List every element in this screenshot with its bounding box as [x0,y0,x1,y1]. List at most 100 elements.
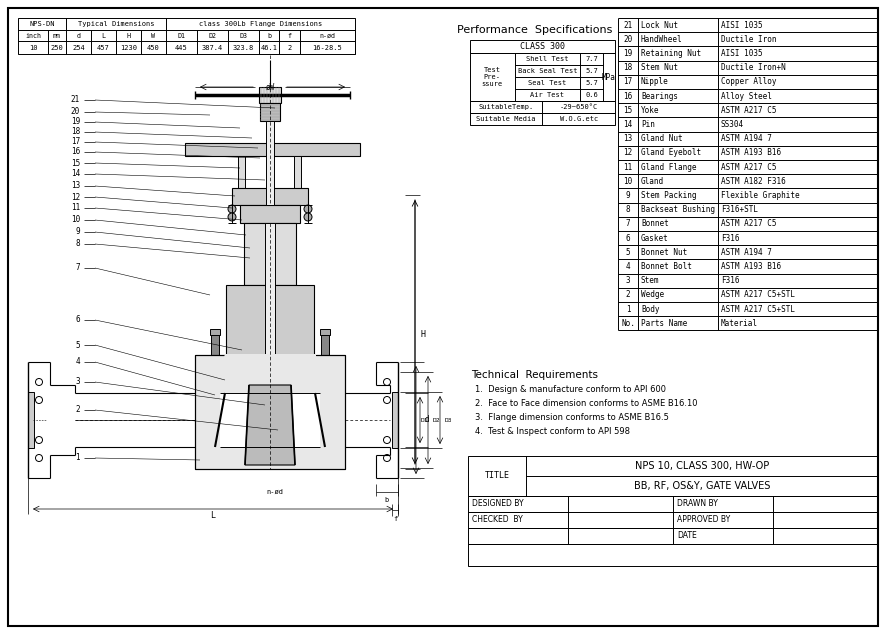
Text: 14: 14 [624,120,633,129]
Text: 16: 16 [71,148,80,157]
Text: 4: 4 [626,262,630,271]
Text: D1: D1 [177,32,185,39]
Text: f: f [392,516,397,522]
Bar [220,393,320,447]
Text: Retaining Nut: Retaining Nut [641,49,701,58]
Text: Bonnet: Bonnet [641,219,669,228]
Text: 457: 457 [97,44,110,51]
Text: APPROVED BY: APPROVED BY [677,515,730,524]
Text: SS304: SS304 [721,120,744,129]
Bar [265,223,275,385]
Bar [468,512,878,528]
Text: Shell Test: Shell Test [526,56,569,62]
Text: Bonnet Nut: Bonnet Nut [641,248,688,257]
Bar [266,121,274,205]
Text: 1: 1 [626,304,630,314]
Text: TITLE: TITLE [485,472,509,481]
Text: 5: 5 [75,340,80,349]
Text: 250: 250 [51,44,64,51]
Text: Alloy Steel: Alloy Steel [721,91,772,101]
Text: f: f [287,32,291,39]
Text: 2: 2 [287,44,291,51]
Text: ASTM A193 B16: ASTM A193 B16 [721,148,781,157]
Bar [470,113,615,125]
Text: 1230: 1230 [120,44,137,51]
Text: ASTM A194 7: ASTM A194 7 [721,134,772,143]
Text: NPS-DN: NPS-DN [29,21,55,27]
Text: 20: 20 [71,108,80,117]
Text: 10: 10 [71,216,80,224]
Text: 9: 9 [75,228,80,236]
Text: Material: Material [721,319,758,328]
Text: AISI 1035: AISI 1035 [721,49,763,58]
Text: Backseat Bushing: Backseat Bushing [641,205,715,214]
Text: øW: øW [266,82,275,91]
Text: 3: 3 [75,377,80,387]
Text: 11: 11 [71,204,80,212]
Text: D3: D3 [444,418,452,422]
Circle shape [384,455,391,462]
Text: 46.1: 46.1 [260,44,277,51]
Bar [185,143,360,156]
Text: 0.6: 0.6 [585,92,598,98]
Text: Bearings: Bearings [641,91,678,101]
Text: Performance  Specifications: Performance Specifications [457,25,613,35]
Text: Bonnet Bolt: Bonnet Bolt [641,262,692,271]
Circle shape [228,205,236,213]
Bar [392,392,398,448]
Text: 16: 16 [624,91,633,101]
Bar [244,223,296,285]
Text: d: d [424,415,430,425]
Text: 19: 19 [71,117,80,127]
Text: F316+STL: F316+STL [721,205,758,214]
Text: 2: 2 [75,406,80,415]
Text: 1.  Design & manufacture conform to API 600: 1. Design & manufacture conform to API 6… [475,385,666,394]
Text: 5: 5 [626,248,630,257]
Text: ASTM A217 C5: ASTM A217 C5 [721,219,776,228]
Text: 5.7: 5.7 [585,80,598,86]
Text: Typical Dimensions: Typical Dimensions [78,21,154,27]
Text: Pin: Pin [641,120,655,129]
Bar [260,103,280,121]
Text: 2.  Face to Face dimension conforms to ASME B16.10: 2. Face to Face dimension conforms to AS… [475,399,697,408]
Text: b: b [385,497,389,503]
Text: F316: F316 [721,276,740,285]
Text: 6: 6 [75,316,80,325]
Text: CHECKED  BY: CHECKED BY [472,515,523,524]
Text: Gland: Gland [641,177,664,186]
Text: L: L [102,32,105,39]
Text: 387.4: 387.4 [202,44,223,51]
Text: 21: 21 [624,20,633,30]
Bar [210,367,220,373]
Text: 19: 19 [624,49,633,58]
Text: W: W [152,32,156,39]
Text: H: H [127,32,130,39]
Circle shape [304,205,312,213]
Text: 7: 7 [626,219,630,228]
Text: MPa: MPa [602,72,616,82]
Circle shape [35,436,43,444]
Text: DESIGNED BY: DESIGNED BY [472,500,524,508]
Text: -29~650°C: -29~650°C [560,104,598,110]
Text: Body: Body [641,304,659,314]
Text: 15: 15 [71,158,80,167]
Text: Back Seal Test: Back Seal Test [517,68,578,74]
Text: inch: inch [25,32,41,39]
Text: d: d [76,32,81,39]
Text: 8: 8 [626,205,630,214]
Bar [468,496,878,512]
Text: 11: 11 [624,162,633,172]
Bar [470,53,615,101]
Text: Copper Alloy: Copper Alloy [721,77,776,86]
Text: BB, RF, OS&Y, GATE VALVES: BB, RF, OS&Y, GATE VALVES [633,481,770,491]
Text: Flexible Graphite: Flexible Graphite [721,191,800,200]
Text: ASTM A217 C5: ASTM A217 C5 [721,106,776,115]
Text: ASTM A194 7: ASTM A194 7 [721,248,772,257]
Bar [320,329,330,335]
Bar [211,335,219,367]
Text: DRAWN BY: DRAWN BY [677,500,718,508]
Text: 1: 1 [75,453,80,462]
Text: ASTM A217 C5+STL: ASTM A217 C5+STL [721,290,795,299]
Text: CLASS 300: CLASS 300 [520,42,565,51]
Text: 15: 15 [624,106,633,115]
